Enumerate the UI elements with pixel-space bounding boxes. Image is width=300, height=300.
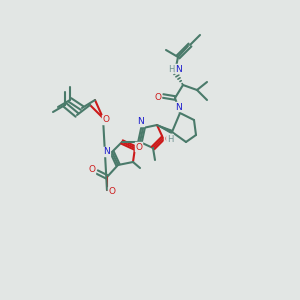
Text: H: H (167, 134, 173, 143)
Text: N: N (138, 118, 144, 127)
Text: O: O (136, 142, 142, 152)
Text: O: O (154, 94, 161, 103)
Text: N: N (103, 148, 110, 157)
Text: N: N (175, 103, 182, 112)
Text: O: O (164, 134, 172, 143)
Polygon shape (157, 125, 172, 134)
Text: O: O (109, 188, 116, 196)
Text: O: O (88, 166, 95, 175)
Text: O: O (103, 116, 110, 124)
Text: N: N (176, 64, 182, 74)
Text: H: H (168, 64, 174, 74)
